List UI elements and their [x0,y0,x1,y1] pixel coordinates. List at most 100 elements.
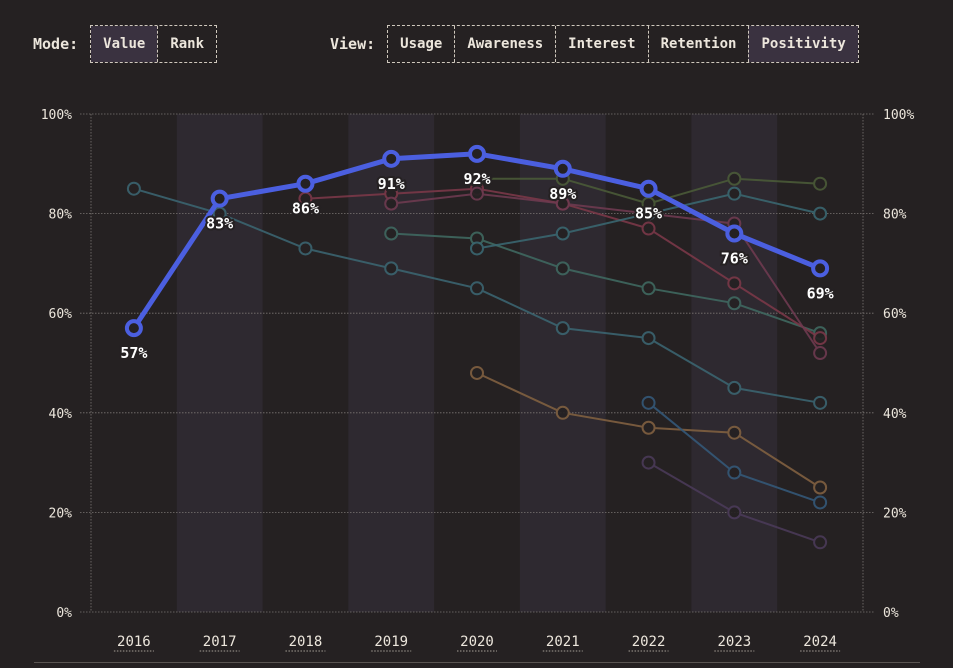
data-point [555,261,570,276]
highlight-point [210,189,229,208]
highlighted-series[interactable] [124,144,830,338]
data-point [727,380,742,395]
data-point [641,395,656,410]
y-tick-label-right: 40% [883,407,907,422]
data-point [384,226,399,241]
y-tick-label-right: 100% [883,108,914,123]
series-group [470,365,828,495]
data-point [470,241,484,256]
data-point [727,171,742,186]
highlight-point [124,319,143,338]
data-point [813,535,828,550]
x-tick-label: 2021 [546,634,580,650]
series-group [470,186,828,256]
y-tick-label-right: 0% [883,606,899,621]
y-axis-left: 0% 20% 40% 60% 80% 100% [41,108,72,621]
data-point [727,276,742,291]
y-tick-label-left: 80% [49,208,73,223]
data-point [384,196,399,211]
y-tick-label-right: 60% [883,307,907,322]
data-point [813,395,828,410]
data-label: 76% [721,250,748,268]
mode-value-button[interactable]: Value [91,26,158,62]
highlight-point [639,179,658,198]
data-point [641,420,656,435]
view-interest-button[interactable]: Interest [555,26,647,62]
series-line [391,232,821,335]
y-tick-label-right: 80% [883,208,907,223]
data-point [641,221,656,236]
data-label: 92% [463,170,490,188]
view-positivity-button[interactable]: Positivity [748,26,858,62]
data-point [641,331,656,346]
data-point [813,346,828,361]
x-tick-label: 2023 [717,634,751,650]
data-label: 86% [292,200,319,218]
view-awareness-button[interactable]: Awareness [454,26,555,62]
data-point [126,181,141,196]
view-control: View: Usage Awareness Interest Retention… [330,25,859,63]
series-group [470,171,828,211]
data-label: 89% [549,185,576,203]
highlight-point [553,159,572,178]
data-point [641,281,656,296]
highlighted-labels: 57% 83% 86% 91% 92% 89% 85% 76% 69% [118,168,835,364]
mode-button-group: Value Rank [90,25,218,63]
data-point [470,186,484,201]
data-point [470,171,484,186]
data-label: 83% [206,215,233,233]
y-tick-label-left: 0% [56,606,72,621]
x-tick-label: 2017 [203,634,237,650]
series-group [126,181,828,410]
view-usage-button[interactable]: Usage [388,26,454,62]
highlight-point [811,259,830,278]
data-point [555,226,570,241]
mode-rank-button[interactable]: Rank [157,26,216,62]
y-tick-label-left: 40% [49,407,73,422]
x-tick-label: 2019 [374,634,408,650]
data-point [813,176,828,191]
data-point [727,505,742,520]
y-tick-label-left: 20% [49,506,73,521]
y-tick-label-right: 20% [883,506,907,521]
data-point [384,261,399,276]
x-axis: 2016 2017 2018 2019 2020 2021 2022 2023 2024 [113,634,841,652]
column-band [176,114,263,612]
x-tick-label: 2020 [460,634,494,650]
mode-label: Mode: [33,35,79,53]
data-label: 57% [120,344,147,362]
data-point [727,186,742,201]
data-point [641,455,656,470]
y-axis-right: 0% 20% 40% 60% 80% 100% [883,108,914,621]
data-label: 85% [635,205,662,223]
data-point [555,321,570,336]
y-tick-label-left: 100% [41,108,72,123]
data-point [470,365,484,380]
data-point [298,241,313,256]
highlight-point [296,174,315,193]
y-tick-label-left: 60% [49,307,73,322]
x-tick-label: 2016 [117,634,151,650]
data-point [470,281,484,296]
data-label: 69% [807,284,834,302]
data-point [813,495,828,510]
x-tick-label: 2022 [632,634,666,650]
data-point [555,405,570,420]
view-retention-button[interactable]: Retention [647,26,749,62]
data-point [727,465,742,480]
x-tick-label: 2024 [803,634,837,650]
highlight-point [468,144,486,163]
data-label: 91% [378,175,405,193]
x-tick-label: 2018 [289,634,323,650]
data-point [641,206,656,221]
view-label: View: [330,35,376,53]
data-point [555,196,570,211]
data-point [727,296,742,311]
highlight-point [725,224,744,243]
view-button-group: Usage Awareness Interest Retention Posit… [387,25,859,63]
background-series [126,171,828,550]
data-point [813,480,828,495]
series-group [641,455,828,550]
bottom-divider [34,662,920,663]
